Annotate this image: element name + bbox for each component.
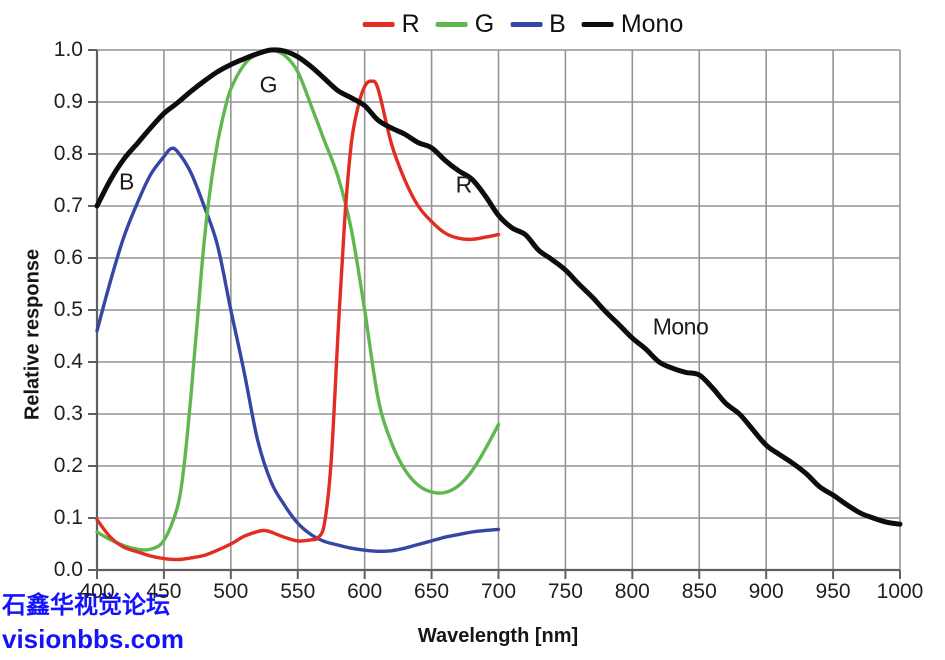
y-tick-label: 0.1 bbox=[53, 506, 83, 529]
x-tick-label: 400 bbox=[79, 580, 115, 603]
legend-label: B bbox=[549, 10, 566, 38]
curve-label-r: R bbox=[455, 171, 473, 198]
x-tick-label: 800 bbox=[614, 580, 650, 603]
watermark-line1: 石鑫华视觉论坛 bbox=[2, 592, 170, 619]
curve-label-g: G bbox=[259, 71, 278, 98]
x-tick-label: 650 bbox=[414, 580, 450, 603]
legend-swatch-g bbox=[435, 22, 468, 27]
x-tick-label: 600 bbox=[347, 580, 383, 603]
legend-swatch-r bbox=[362, 22, 395, 27]
legend-item-g: G bbox=[435, 10, 495, 38]
x-tick-label: 700 bbox=[480, 580, 517, 603]
curve-label-mono: Mono bbox=[652, 313, 709, 340]
y-tick-label: 0.2 bbox=[53, 454, 83, 477]
curve-label-b: B bbox=[119, 168, 134, 195]
x-tick-label: 500 bbox=[213, 580, 249, 603]
curve-r bbox=[95, 79, 501, 562]
curve-b bbox=[95, 146, 501, 554]
y-tick-label: 0.6 bbox=[53, 246, 83, 269]
x-axis-title: Wavelength [nm] bbox=[417, 625, 579, 647]
y-tick-label: 0.0 bbox=[53, 558, 83, 581]
legend: R G B Mono bbox=[362, 10, 684, 38]
y-tick-label: 1.0 bbox=[53, 38, 83, 61]
legend-label: R bbox=[401, 10, 420, 38]
legend-label: G bbox=[474, 10, 495, 38]
x-tick-label: 850 bbox=[681, 580, 717, 603]
legend-swatch-mono bbox=[581, 22, 614, 27]
x-tick-label: 550 bbox=[280, 580, 316, 603]
y-tick-label: 0.3 bbox=[53, 402, 83, 425]
y-tick-label: 0.7 bbox=[53, 194, 83, 217]
y-axis-title: Relative response bbox=[21, 248, 44, 421]
x-tick-label: 950 bbox=[815, 580, 851, 603]
legend-item-b: B bbox=[510, 12, 566, 37]
legend-item-r: R bbox=[362, 10, 420, 38]
legend-swatch-b bbox=[510, 22, 543, 27]
legend-label: Mono bbox=[620, 10, 684, 38]
watermark-line2: visionbbs.com bbox=[2, 624, 185, 654]
curve-mono bbox=[94, 47, 903, 527]
x-tick-label: 1000 bbox=[876, 580, 924, 603]
legend-item-mono: Mono bbox=[581, 10, 684, 38]
y-tick-label: 0.4 bbox=[53, 350, 83, 373]
y-tick-label: 0.9 bbox=[53, 90, 83, 113]
y-tick-label: 0.8 bbox=[53, 142, 83, 165]
x-tick-label: 450 bbox=[146, 580, 182, 603]
y-tick-label: 0.5 bbox=[53, 298, 83, 321]
x-tick-label: 900 bbox=[748, 580, 784, 603]
x-tick-label: 750 bbox=[547, 580, 583, 603]
